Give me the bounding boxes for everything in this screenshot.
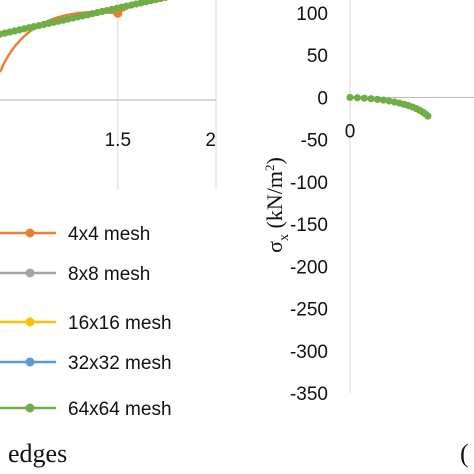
gridlines — [117, 0, 217, 190]
y-tick-label: -100 — [290, 173, 328, 194]
y-tick-label: -50 — [301, 131, 328, 152]
legend-entry: 64x64 mesh — [68, 399, 172, 420]
data-point — [373, 95, 381, 103]
data-point — [367, 95, 375, 103]
legend-marker — [25, 317, 35, 327]
y-tick-label: 50 — [307, 46, 328, 67]
y-axis-label: σx (kN/m2) — [262, 157, 292, 253]
y-tick-label: -350 — [290, 384, 328, 405]
legend-marker — [25, 268, 35, 278]
data-point — [353, 94, 361, 102]
legend-entry: 32x32 mesh — [68, 353, 172, 374]
y-tick-label: -150 — [290, 215, 328, 236]
y-tick-label: 0 — [317, 88, 328, 109]
data-point — [379, 96, 387, 104]
series-lines — [0, 0, 171, 73]
y-tick-label: -200 — [290, 257, 328, 278]
svg-text:σx (kN/m2): σx (kN/m2) — [262, 157, 292, 253]
y-tick-labels: 100 50 0 -50 -100 -150 -200 -250 -300 -350 — [290, 4, 328, 405]
data-point — [346, 93, 354, 102]
y-tick-label: 100 — [296, 4, 328, 25]
legend-entry: 16x16 mesh — [68, 313, 172, 334]
data-point — [157, 0, 164, 3]
right-chart: 100 50 0 -50 -100 -150 -200 -250 -300 -350 0 σx (… — [262, 0, 474, 468]
x-tick-label: 1.5 — [105, 130, 131, 151]
panel-caption: ( — [460, 439, 469, 468]
y-axis-label-sup: 2 — [262, 165, 277, 172]
x-tick-label: 2 — [205, 130, 216, 151]
y-tick-label: -300 — [290, 342, 328, 363]
series-lines — [346, 93, 432, 120]
legend: 4x4 mesh 8x8 mesh 16x16 mesh 32x32 mesh 64x6… — [0, 224, 172, 420]
legend-entry: 8x8 mesh — [68, 264, 150, 285]
legend-marker — [25, 403, 35, 413]
panel-caption: edges — [8, 439, 67, 468]
x-tick-labels: 0 — [345, 121, 356, 142]
legend-entry: 4x4 mesh — [68, 224, 150, 245]
legend-marker — [25, 228, 35, 238]
data-point — [360, 94, 368, 102]
y-axis-label-sigma: σ — [262, 241, 287, 253]
data-point — [385, 97, 393, 105]
legend-marker — [25, 357, 35, 367]
y-axis-label-close: ) — [262, 157, 287, 164]
y-tick-label: -250 — [290, 300, 328, 321]
x-tick-label: 0 — [345, 121, 356, 142]
data-point — [152, 0, 160, 4]
y-axis-label-sub: x — [277, 234, 292, 241]
x-tick-labels: 1.5 2 — [105, 130, 216, 151]
y-axis-label-unit: (kN/m — [262, 171, 287, 234]
data-point — [424, 112, 432, 120]
data-point — [162, 0, 168, 2]
